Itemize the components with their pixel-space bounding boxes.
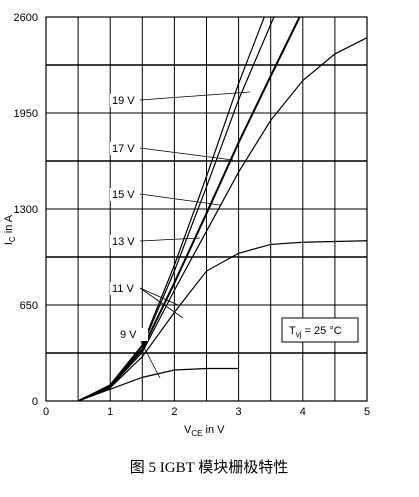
- x-tick-label: 2: [171, 406, 177, 418]
- y-tick-label: 0: [32, 396, 38, 408]
- series-label-bg: [110, 188, 140, 201]
- y-tick-label: 650: [20, 300, 38, 312]
- x-tick-label: 3: [236, 406, 242, 418]
- series-label: 15 V: [112, 189, 135, 201]
- y-axis-label: IC in A: [3, 214, 17, 245]
- leader-lines: [137, 91, 251, 379]
- y-tick-label: 1300: [14, 204, 38, 216]
- y-tick-label: 2600: [14, 12, 38, 24]
- series-label: 9 V: [120, 329, 137, 341]
- x-tick-label: 4: [300, 406, 306, 418]
- note-box: [281, 317, 359, 343]
- series-line: [77, 17, 301, 401]
- series-line: [77, 367, 239, 401]
- x-axis-label: VCE in V: [184, 424, 225, 438]
- y-tick-label: 1950: [14, 108, 38, 120]
- x-tick-label: 5: [364, 406, 370, 418]
- series-line: [77, 37, 367, 401]
- caption: 图 5 IGBT 模块栅极特性: [130, 459, 288, 476]
- series-line: [77, 240, 367, 401]
- series-label: 11 V: [112, 283, 134, 295]
- series-label-bg: [110, 142, 140, 155]
- x-tick-label: 1: [107, 406, 113, 418]
- series-label-bg: [110, 235, 140, 248]
- series-label-bg: [110, 94, 140, 107]
- series-label: 13 V: [112, 236, 135, 248]
- series-label-bg: [118, 328, 148, 341]
- series-label: 17 V: [112, 143, 135, 155]
- series-label: 19 V: [112, 95, 135, 107]
- plot-border: [45, 16, 368, 402]
- x-tick-label: 0: [43, 406, 49, 418]
- note: Tvj = 25 °C: [289, 325, 342, 339]
- series-label-bg: [110, 282, 140, 295]
- plot-area: 0 1 2 3 4 5 0 650 1300 1950 2600: [14, 12, 371, 418]
